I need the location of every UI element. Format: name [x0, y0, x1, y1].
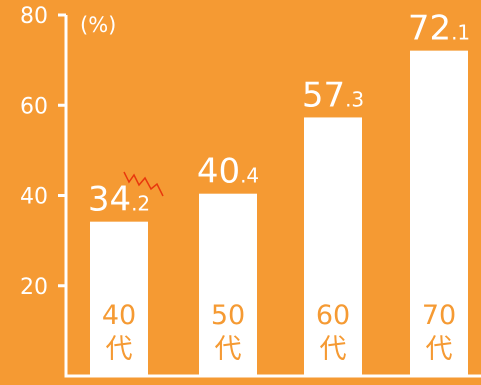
- zigzag-accent-icon: [123, 171, 164, 197]
- bar-group: 40.4 50代: [197, 152, 259, 375]
- bar-value-label: 40.4: [197, 152, 259, 192]
- bar: [199, 193, 257, 375]
- category-label-number: 40: [102, 300, 136, 331]
- bar-value-label: 57.3: [302, 75, 364, 115]
- bar-group: 34.2 40代: [88, 180, 150, 375]
- y-tick-label: 60: [20, 94, 48, 119]
- y-tick-label: 80: [20, 4, 48, 29]
- y-tick-label: 40: [20, 185, 48, 210]
- category-label-suffix: 代: [426, 334, 453, 365]
- bar: [410, 50, 468, 375]
- y-unit-label: (%): [80, 13, 116, 37]
- bar: [90, 221, 148, 375]
- bar-value-label: 34.2: [88, 180, 150, 220]
- category-label-suffix: 代: [320, 334, 347, 365]
- category-label-number: 60: [316, 300, 350, 331]
- bar-value-label: 72.1: [408, 9, 470, 49]
- category-label-number: 70: [422, 300, 456, 331]
- category-label-suffix: 代: [215, 334, 242, 365]
- y-tick-label: 20: [20, 275, 48, 300]
- category-label-suffix: 代: [106, 334, 133, 365]
- bar: [304, 117, 362, 375]
- bar-group: 72.1 70代: [408, 9, 470, 375]
- bar-group: 57.3 60代: [302, 75, 364, 375]
- category-label-number: 50: [211, 300, 245, 331]
